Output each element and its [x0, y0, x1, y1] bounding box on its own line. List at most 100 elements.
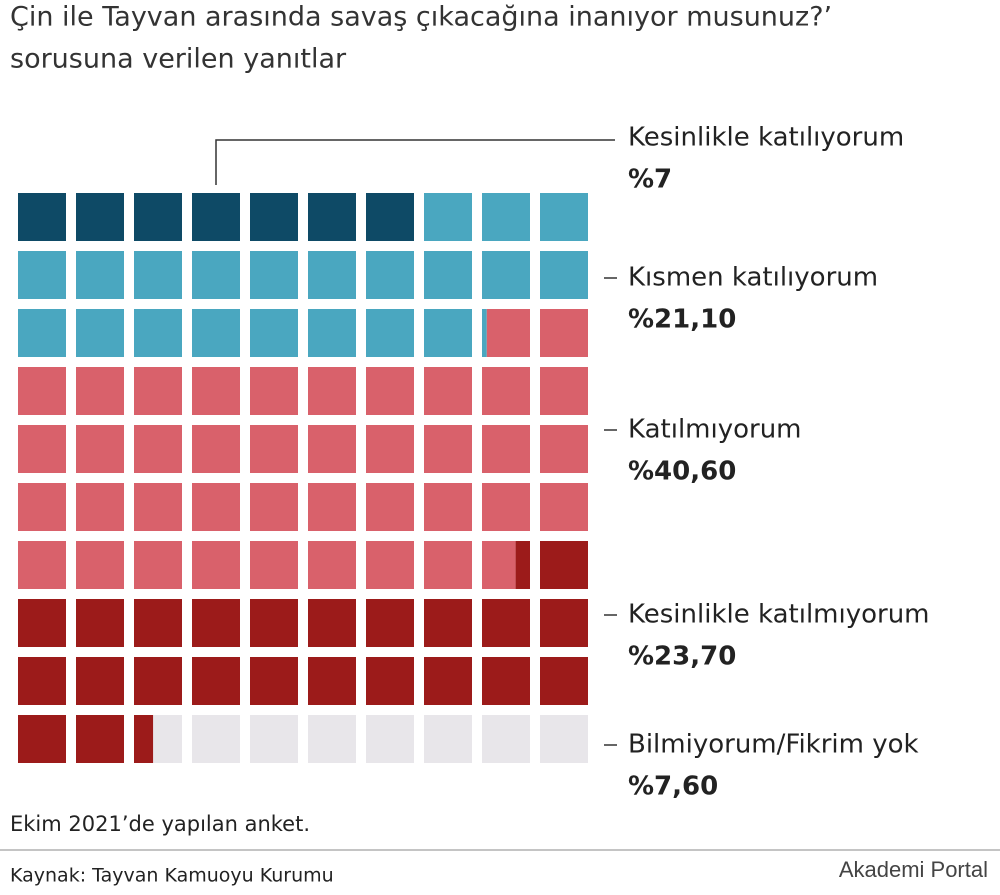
waffle-cell — [18, 193, 66, 241]
waffle-cell — [250, 251, 298, 299]
waffle-cell — [366, 425, 414, 473]
value-label: %23,70 — [628, 642, 736, 672]
waffle-cell — [134, 367, 182, 415]
waffle-cell — [134, 657, 182, 705]
waffle-cell — [366, 541, 414, 589]
waffle-cell — [250, 541, 298, 589]
waffle-cell — [18, 425, 66, 473]
waffle-cell — [134, 425, 182, 473]
chart-title: Çin ile Tayvan arasında savaş çıkacağına… — [10, 2, 832, 33]
waffle-cell — [366, 367, 414, 415]
waffle-cell — [308, 251, 356, 299]
waffle-cell — [308, 193, 356, 241]
waffle-cell — [18, 483, 66, 531]
waffle-cell — [192, 657, 240, 705]
value-label: %21,10 — [628, 305, 736, 335]
waffle-cell — [308, 541, 356, 589]
waffle-cell — [192, 193, 240, 241]
waffle-cell — [424, 715, 472, 763]
legend-label: Kesinlikle katılıyorum — [628, 123, 904, 153]
chart-title: sorusuna verilen yanıtlar — [10, 44, 347, 75]
source: Kaynak: Tayvan Kamuoyu Kurumu — [10, 865, 334, 887]
waffle-cell — [424, 483, 472, 531]
legend-label: Bilmiyorum/Fikrim yok — [628, 730, 919, 760]
waffle-cell — [424, 367, 472, 415]
waffle-cell — [250, 483, 298, 531]
waffle-cell — [250, 657, 298, 705]
waffle-cell — [482, 309, 487, 357]
footnote: Ekim 2021’de yapılan anket. — [10, 812, 310, 836]
waffle-cell — [482, 251, 530, 299]
waffle-cell — [308, 599, 356, 647]
waffle-cell — [76, 309, 124, 357]
waffle-cell — [192, 541, 240, 589]
waffle-cell — [424, 541, 472, 589]
waffle-cell — [540, 309, 588, 357]
waffle-cell — [482, 425, 530, 473]
waffle-cell — [153, 715, 182, 763]
waffle-cell — [540, 425, 588, 473]
waffle-cell — [250, 599, 298, 647]
waffle-cell — [250, 309, 298, 357]
waffle-cell — [18, 715, 66, 763]
waffle-cell — [18, 309, 66, 357]
waffle-cell — [482, 367, 530, 415]
waffle-cell — [192, 367, 240, 415]
waffle-cell — [308, 425, 356, 473]
waffle-cell — [134, 541, 182, 589]
waffle-cell — [366, 657, 414, 705]
waffle-cell — [18, 541, 66, 589]
waffle-cell — [366, 483, 414, 531]
waffle-cell — [308, 715, 356, 763]
waffle-cell — [540, 715, 588, 763]
waffle-cell — [540, 541, 588, 589]
legend-label: Kısmen katılıyorum — [628, 263, 878, 293]
waffle-cell — [134, 483, 182, 531]
waffle-cell — [76, 483, 124, 531]
waffle-cell — [18, 599, 66, 647]
waffle-cell — [134, 715, 154, 763]
waffle-cell — [486, 309, 530, 357]
waffle-cell — [76, 367, 124, 415]
waffle-cell — [366, 715, 414, 763]
waffle-cell — [192, 251, 240, 299]
waffle-cell — [250, 193, 298, 241]
value-label: %40,60 — [628, 457, 736, 487]
waffle-cell — [424, 193, 472, 241]
waffle-cell — [308, 309, 356, 357]
waffle-cell — [308, 657, 356, 705]
legend-label: Katılmıyorum — [628, 415, 802, 445]
waffle-cell — [308, 367, 356, 415]
waffle-cell — [192, 483, 240, 531]
waffle-cell — [250, 425, 298, 473]
waffle-cell — [250, 715, 298, 763]
waffle-cell — [366, 599, 414, 647]
waffle-cell — [366, 309, 414, 357]
waffle-cell — [76, 425, 124, 473]
waffle-cell — [76, 715, 124, 763]
waffle-cell — [308, 483, 356, 531]
waffle-cell — [76, 657, 124, 705]
connector — [215, 139, 615, 185]
waffle-cell — [76, 541, 124, 589]
waffle-cell — [482, 483, 530, 531]
waffle-cell — [134, 599, 182, 647]
legend-label: Kesinlikle katılmıyorum — [628, 600, 930, 630]
waffle-cell — [192, 425, 240, 473]
waffle-cell — [18, 657, 66, 705]
waffle-cell — [482, 657, 530, 705]
waffle-cell — [134, 251, 182, 299]
waffle-cell — [482, 193, 530, 241]
waffle-cell — [482, 541, 516, 589]
value-label: %7 — [628, 165, 672, 195]
waffle-cell — [134, 193, 182, 241]
waffle-cell — [366, 193, 414, 241]
waffle-cell — [424, 309, 472, 357]
waffle-cell — [424, 251, 472, 299]
waffle-cell — [540, 193, 588, 241]
waffle-cell — [18, 251, 66, 299]
waffle-cell — [482, 599, 530, 647]
waffle-cell — [192, 599, 240, 647]
waffle-cell — [76, 599, 124, 647]
waffle-cell — [192, 309, 240, 357]
